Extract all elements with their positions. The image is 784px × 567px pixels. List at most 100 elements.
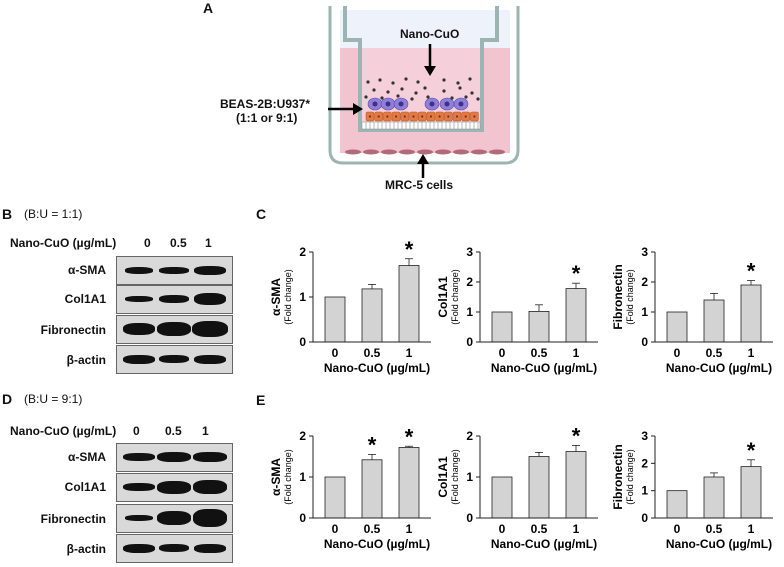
y-tick-label: 0 <box>466 335 473 349</box>
x-tick-label: 1 <box>406 522 413 536</box>
x-tick-label: 0.5 <box>531 522 548 536</box>
nanoparticle <box>464 95 468 99</box>
nanoparticle <box>386 90 390 94</box>
x-axis-label: Nano-CuO (µg/mL) <box>324 537 430 551</box>
x-tick-label: 1 <box>573 522 580 536</box>
nano-cuo-label: Nano-CuO <box>400 27 460 41</box>
y-tick-label: 1 <box>299 290 306 304</box>
x-tick-label: 0 <box>674 346 681 360</box>
x-tick-label: 0.5 <box>531 346 548 360</box>
bar-C1-2 <box>398 265 420 343</box>
panel-label-e: E <box>256 392 266 408</box>
chart-e-col1a1: 0 0.5 * 1 0 1 2 Col1A1 (Fold change) Nano-CuO (µg… <box>425 420 598 567</box>
mrc5-cell <box>489 149 505 155</box>
x-tick-label: 1 <box>406 346 413 360</box>
mrc-label: MRC-5 cells <box>385 178 454 192</box>
bar-C3-1 <box>703 299 725 343</box>
mrc5-cell <box>363 149 379 155</box>
y-tick-label: 0 <box>641 511 648 525</box>
nanoparticle <box>458 86 462 90</box>
y-tick-label: 3 <box>466 245 473 259</box>
y-tick-label: 0 <box>299 511 306 525</box>
nanoparticle <box>380 96 384 100</box>
blot-label-d-fibronectin: Fibronectin <box>40 512 106 526</box>
dose-1-d: 1 <box>202 424 209 438</box>
y-axis-sublabel: (Fold change) <box>450 269 460 325</box>
significance-star: * <box>368 432 377 457</box>
panel-label-b: B <box>2 206 13 222</box>
bar-E1-2 <box>398 447 420 519</box>
panel-label-d: D <box>2 391 13 407</box>
y-axis-sublabel: (Fold change) <box>625 449 635 505</box>
y-tick-label: 2 <box>641 456 648 470</box>
blot-b-fibronectin <box>116 315 233 344</box>
nanoparticle <box>372 88 376 92</box>
x-tick-label: 1 <box>748 346 755 360</box>
mrc5-cell <box>471 149 487 155</box>
y-axis-label: Col1A1 <box>436 456 450 498</box>
y-tick-label: 1 <box>466 305 473 319</box>
blot-label-d-col1a1: Col1A1 <box>64 480 106 494</box>
mrc5-cell <box>435 149 451 155</box>
nanoparticle <box>416 80 420 84</box>
blot-label-b-asma: α-SMA <box>67 263 106 277</box>
y-tick-label: 3 <box>641 245 648 259</box>
bar-C2-2 <box>565 288 587 343</box>
blot-d-asma <box>116 443 233 472</box>
blot-b-col1a1 <box>116 285 233 314</box>
nanoparticle <box>378 78 382 82</box>
chart-e-asma: 0 * 0.5 * 1 0 1 2 α-SMA (Fold change) Nano-CuO (µg… <box>258 420 431 567</box>
y-tick-label: 1 <box>641 305 648 319</box>
significance-star: * <box>572 423 581 448</box>
cell-type-label: BEAS-2B:U937* <box>220 97 311 111</box>
condition-label-b: (B:U = 1:1) <box>24 207 83 221</box>
x-tick-label: 0.5 <box>706 346 723 360</box>
y-tick-label: 2 <box>466 429 473 443</box>
y-axis-label: Fibronectin <box>611 264 625 329</box>
bar-E3-2 <box>740 466 762 519</box>
dose-0-b: 0 <box>144 236 151 250</box>
significance-star: * <box>405 237 414 262</box>
nanoparticle <box>442 78 446 82</box>
mrc5-cell <box>399 149 415 155</box>
dose-header-b: Nano-CuO (µg/mL) 0 0.5 1 <box>10 236 240 252</box>
dose-header-d: Nano-CuO (µg/mL) 0 0.5 1 <box>10 424 240 440</box>
x-tick-label: 0 <box>332 346 339 360</box>
nanoparticle <box>426 95 430 99</box>
y-axis-label: α-SMA <box>269 278 283 316</box>
y-tick-label: 2 <box>641 275 648 289</box>
bar-C3-2 <box>740 284 762 343</box>
x-axis-label: Nano-CuO (µg/mL) <box>666 537 772 551</box>
y-axis-label: α-SMA <box>269 458 283 496</box>
nanoparticle <box>456 81 460 85</box>
x-axis-label: Nano-CuO (µg/mL) <box>491 361 597 375</box>
x-tick-label: 0 <box>499 522 506 536</box>
nanoparticle <box>410 97 414 101</box>
significance-star: * <box>747 259 756 284</box>
bar-C2-0 <box>491 311 513 343</box>
x-axis-label: Nano-CuO (µg/mL) <box>666 361 772 375</box>
chart-c-asma: 0 0.5 * 1 0 1 2 α-SMA (Fold change) Nano-CuO (µg/… <box>258 236 431 391</box>
y-tick-label: 1 <box>466 470 473 484</box>
bar-C1-1 <box>361 288 383 343</box>
blot-b-asma <box>116 256 233 285</box>
dose-title-d: Nano-CuO (µg/mL) <box>10 424 117 438</box>
significance-star: * <box>747 438 756 463</box>
nanoparticle <box>396 94 400 98</box>
bar-E2-2 <box>565 451 587 519</box>
bar-E1-1 <box>361 459 383 519</box>
mrc5-cell <box>381 149 397 155</box>
bar-E3-1 <box>703 476 725 519</box>
nanoparticle <box>366 80 370 84</box>
dose-0-d: 0 <box>133 424 140 438</box>
dose-title-b: Nano-CuO (µg/mL) <box>10 236 117 250</box>
ratio-label: (1:1 or 9:1) <box>236 111 298 125</box>
bar-E1-0 <box>324 476 346 519</box>
nanoparticle <box>400 87 404 91</box>
y-tick-label: 2 <box>299 429 306 443</box>
y-tick-label: 0 <box>299 335 306 349</box>
blot-label-b-bactin: β-actin <box>66 353 106 367</box>
nanoparticle <box>468 77 472 81</box>
bar-C2-1 <box>528 311 550 343</box>
chart-e-fibronectin: 0 0.5 * 1 0 1 2 3 Fibronectin (Fold change) Nano-C… <box>600 420 780 567</box>
